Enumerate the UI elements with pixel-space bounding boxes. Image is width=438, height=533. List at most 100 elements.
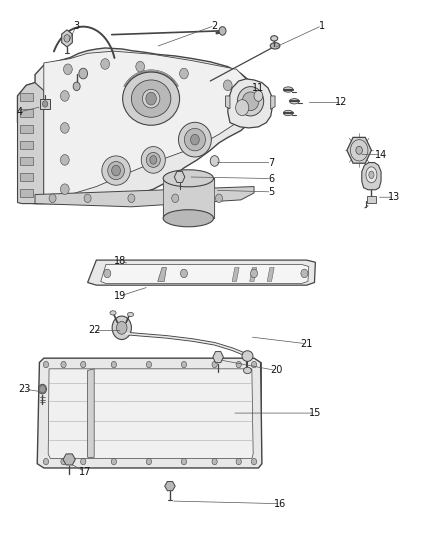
Polygon shape bbox=[367, 196, 376, 203]
Ellipse shape bbox=[270, 43, 280, 49]
Circle shape bbox=[146, 92, 156, 105]
Polygon shape bbox=[158, 268, 166, 281]
Polygon shape bbox=[62, 30, 72, 47]
Circle shape bbox=[39, 385, 46, 393]
Circle shape bbox=[112, 316, 131, 340]
Ellipse shape bbox=[142, 90, 160, 108]
Ellipse shape bbox=[366, 167, 377, 183]
Ellipse shape bbox=[131, 80, 171, 117]
Text: 20: 20 bbox=[270, 366, 282, 375]
Text: 23: 23 bbox=[18, 384, 30, 394]
Ellipse shape bbox=[271, 36, 278, 41]
Text: 21: 21 bbox=[300, 339, 313, 349]
Circle shape bbox=[212, 361, 217, 368]
Circle shape bbox=[301, 269, 308, 278]
Circle shape bbox=[43, 458, 49, 465]
Polygon shape bbox=[226, 96, 230, 109]
Text: 17: 17 bbox=[79, 467, 92, 477]
Text: 5: 5 bbox=[268, 187, 275, 197]
Circle shape bbox=[146, 458, 152, 465]
Circle shape bbox=[172, 194, 179, 203]
Text: 15: 15 bbox=[309, 408, 321, 418]
Circle shape bbox=[42, 101, 48, 107]
Circle shape bbox=[180, 68, 188, 79]
Polygon shape bbox=[88, 369, 94, 457]
Polygon shape bbox=[18, 83, 44, 204]
Circle shape bbox=[251, 361, 257, 368]
Circle shape bbox=[84, 194, 91, 203]
Circle shape bbox=[230, 112, 239, 123]
Ellipse shape bbox=[127, 312, 134, 317]
Text: 1: 1 bbox=[319, 21, 325, 30]
Circle shape bbox=[111, 361, 117, 368]
Polygon shape bbox=[18, 48, 254, 204]
Circle shape bbox=[73, 82, 80, 91]
Circle shape bbox=[101, 59, 110, 69]
Polygon shape bbox=[347, 138, 371, 163]
Text: 7: 7 bbox=[268, 158, 275, 167]
Polygon shape bbox=[267, 268, 274, 281]
Ellipse shape bbox=[123, 72, 180, 125]
Bar bbox=[20, 141, 33, 149]
Ellipse shape bbox=[283, 110, 293, 116]
Ellipse shape bbox=[141, 147, 165, 173]
Circle shape bbox=[61, 361, 66, 368]
Ellipse shape bbox=[163, 209, 214, 227]
Text: 2: 2 bbox=[212, 21, 218, 30]
Circle shape bbox=[236, 458, 241, 465]
Polygon shape bbox=[101, 264, 309, 284]
Circle shape bbox=[111, 458, 117, 465]
Text: 14: 14 bbox=[375, 150, 387, 159]
Ellipse shape bbox=[146, 152, 160, 167]
Text: 12: 12 bbox=[336, 98, 348, 107]
Circle shape bbox=[234, 93, 243, 104]
Ellipse shape bbox=[369, 171, 374, 179]
Circle shape bbox=[112, 165, 120, 176]
Bar bbox=[20, 189, 33, 197]
Circle shape bbox=[60, 155, 69, 165]
Circle shape bbox=[181, 361, 187, 368]
Ellipse shape bbox=[108, 161, 124, 180]
Ellipse shape bbox=[242, 92, 259, 110]
Ellipse shape bbox=[110, 311, 116, 315]
Circle shape bbox=[128, 194, 135, 203]
Ellipse shape bbox=[242, 351, 253, 361]
Ellipse shape bbox=[356, 147, 362, 155]
Text: 11: 11 bbox=[252, 83, 265, 93]
Circle shape bbox=[61, 458, 66, 465]
Circle shape bbox=[117, 321, 127, 334]
Polygon shape bbox=[213, 352, 223, 362]
Circle shape bbox=[60, 184, 69, 195]
Bar bbox=[20, 173, 33, 181]
Circle shape bbox=[60, 91, 69, 101]
Circle shape bbox=[150, 156, 157, 164]
Polygon shape bbox=[48, 369, 253, 458]
Polygon shape bbox=[362, 163, 381, 190]
Text: 22: 22 bbox=[88, 326, 100, 335]
Polygon shape bbox=[63, 454, 75, 465]
Text: 19: 19 bbox=[114, 291, 127, 301]
Text: 4: 4 bbox=[17, 107, 23, 117]
Circle shape bbox=[49, 194, 56, 203]
Bar bbox=[20, 125, 33, 133]
Polygon shape bbox=[228, 79, 272, 128]
Polygon shape bbox=[37, 358, 262, 468]
Circle shape bbox=[210, 156, 219, 166]
Polygon shape bbox=[250, 268, 257, 281]
Ellipse shape bbox=[237, 86, 264, 116]
Ellipse shape bbox=[102, 156, 131, 185]
Circle shape bbox=[104, 269, 111, 278]
Circle shape bbox=[219, 27, 226, 35]
Text: 6: 6 bbox=[268, 174, 275, 183]
Polygon shape bbox=[232, 268, 239, 281]
Polygon shape bbox=[44, 51, 250, 201]
Circle shape bbox=[212, 458, 217, 465]
Circle shape bbox=[191, 134, 199, 145]
Circle shape bbox=[60, 123, 69, 133]
Circle shape bbox=[181, 458, 187, 465]
Ellipse shape bbox=[244, 367, 251, 374]
Circle shape bbox=[146, 361, 152, 368]
Ellipse shape bbox=[39, 384, 46, 394]
Ellipse shape bbox=[283, 87, 293, 92]
Ellipse shape bbox=[184, 128, 205, 151]
